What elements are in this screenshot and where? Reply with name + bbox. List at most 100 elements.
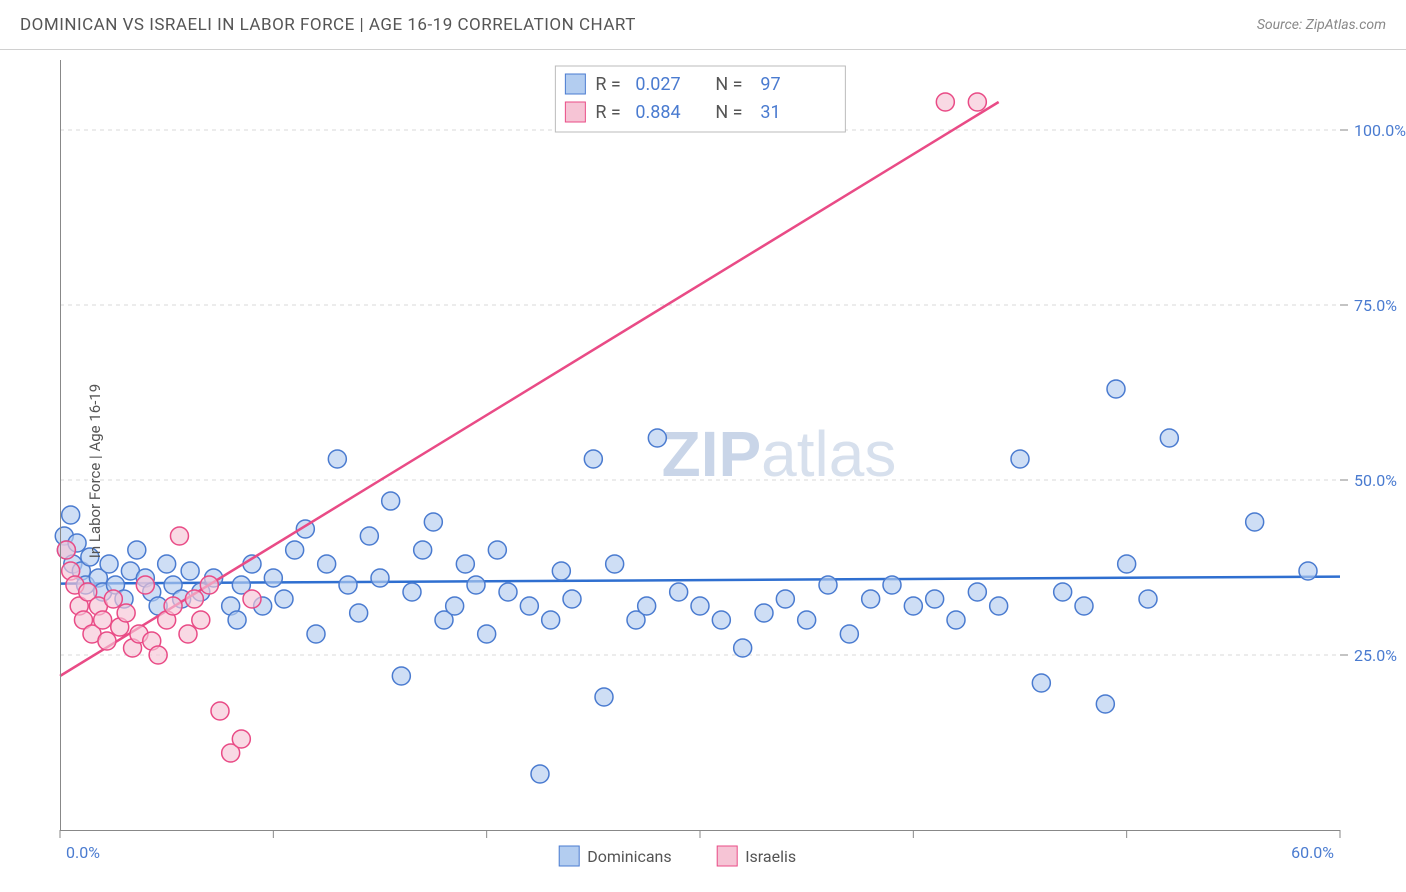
bottom-legend-label: Israelis xyxy=(745,847,796,866)
data-point xyxy=(211,702,229,720)
data-point xyxy=(318,555,336,573)
data-point xyxy=(1011,450,1029,468)
x-tick-label: 60.0% xyxy=(1291,843,1334,862)
data-point xyxy=(1139,590,1157,608)
data-point xyxy=(936,93,954,111)
legend-swatch xyxy=(565,74,585,94)
data-point xyxy=(360,527,378,545)
data-point xyxy=(478,625,496,643)
data-point xyxy=(185,590,203,608)
data-point xyxy=(164,597,182,615)
data-point xyxy=(117,604,135,622)
bottom-legend-swatch xyxy=(559,846,579,866)
legend-n-value: 97 xyxy=(760,74,780,95)
data-point xyxy=(638,597,656,615)
data-point xyxy=(181,562,199,580)
trend-line xyxy=(60,577,1340,584)
data-point xyxy=(94,611,112,629)
bottom-legend-swatch xyxy=(717,846,737,866)
data-point xyxy=(228,611,246,629)
data-point xyxy=(648,429,666,447)
data-point xyxy=(392,667,410,685)
data-point xyxy=(755,604,773,622)
data-point xyxy=(968,93,986,111)
data-point xyxy=(307,625,325,643)
data-point xyxy=(158,555,176,573)
data-point xyxy=(62,506,80,524)
y-tick-label: 25.0% xyxy=(1354,646,1397,665)
data-point xyxy=(947,611,965,629)
data-point xyxy=(382,492,400,510)
data-point xyxy=(990,597,1008,615)
data-point xyxy=(1054,583,1072,601)
legend-r-label: R = xyxy=(595,74,620,95)
data-point xyxy=(1096,695,1114,713)
y-axis-label: In Labor Force | Age 16-19 xyxy=(86,384,104,558)
chart-header: DOMINICAN VS ISRAELI IN LABOR FORCE | AG… xyxy=(0,0,1406,50)
legend-r-label: R = xyxy=(595,102,620,123)
data-point xyxy=(1075,597,1093,615)
data-point xyxy=(275,590,293,608)
data-point xyxy=(424,513,442,531)
data-point xyxy=(104,590,122,608)
data-point xyxy=(584,450,602,468)
data-point xyxy=(883,576,901,594)
legend-n-value: 31 xyxy=(760,102,780,123)
data-point xyxy=(264,569,282,587)
data-point xyxy=(520,597,538,615)
legend-n-label: N = xyxy=(715,74,742,95)
data-point xyxy=(531,765,549,783)
scatter-chart: ZIPatlas 0.0% 60.0% 25.0% 50.0% 75.0% 100.0% R … xyxy=(0,50,1406,892)
data-point xyxy=(371,569,389,587)
x-tick-label: 0.0% xyxy=(66,843,100,862)
data-point xyxy=(840,625,858,643)
data-point xyxy=(776,590,794,608)
data-point xyxy=(670,583,688,601)
data-point xyxy=(128,541,146,559)
data-point xyxy=(414,541,432,559)
data-point xyxy=(192,611,210,629)
data-point xyxy=(904,597,922,615)
data-point xyxy=(1032,674,1050,692)
data-point xyxy=(542,611,560,629)
chart-area: In Labor Force | Age 16-19 ZIPatlas 0.0% 6… xyxy=(0,50,1406,892)
data-point xyxy=(1160,429,1178,447)
data-point xyxy=(179,625,197,643)
data-point xyxy=(712,611,730,629)
data-point xyxy=(232,730,250,748)
data-point xyxy=(499,583,517,601)
y-tick-label: 100.0% xyxy=(1354,121,1406,140)
data-point xyxy=(446,597,464,615)
data-point xyxy=(467,576,485,594)
bottom-legend-label: Dominicans xyxy=(587,847,671,866)
y-tick-label: 50.0% xyxy=(1354,471,1397,490)
data-point xyxy=(328,450,346,468)
y-tick-label: 75.0% xyxy=(1354,296,1397,315)
trend-line xyxy=(60,102,999,676)
data-point xyxy=(200,576,218,594)
watermark: ZIPatlas xyxy=(662,418,897,490)
data-point xyxy=(862,590,880,608)
data-point xyxy=(926,590,944,608)
data-point xyxy=(552,562,570,580)
legend-swatch xyxy=(565,102,585,122)
source-prefix: Source: xyxy=(1257,17,1306,33)
data-point xyxy=(98,632,116,650)
data-point xyxy=(968,583,986,601)
data-point xyxy=(606,555,624,573)
data-point xyxy=(170,527,188,545)
data-point xyxy=(1299,562,1317,580)
data-point xyxy=(403,583,421,601)
legend-n-label: N = xyxy=(715,102,742,123)
legend-r-value: 0.027 xyxy=(635,74,680,95)
data-point xyxy=(1107,380,1125,398)
data-point xyxy=(563,590,581,608)
chart-source: Source: ZipAtlas.com xyxy=(1257,17,1386,33)
data-point xyxy=(339,576,357,594)
data-point xyxy=(1118,555,1136,573)
data-point xyxy=(286,541,304,559)
data-point xyxy=(1246,513,1264,531)
data-point xyxy=(350,604,368,622)
data-point xyxy=(136,576,154,594)
data-point xyxy=(488,541,506,559)
